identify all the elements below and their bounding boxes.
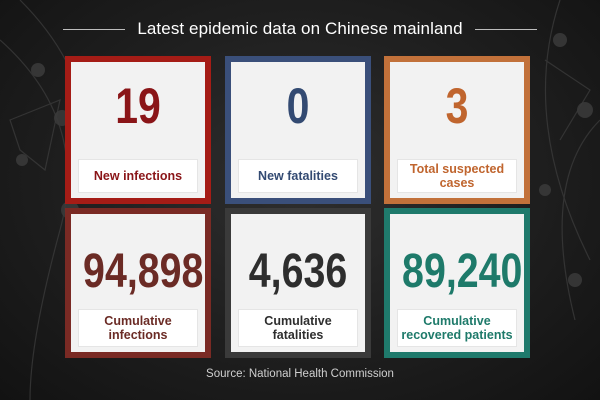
card-label: Cumulative infections bbox=[79, 310, 197, 346]
card-value: 3 bbox=[445, 78, 469, 134]
card-value: 89,240 bbox=[402, 245, 523, 298]
card-value: 4,636 bbox=[248, 245, 348, 298]
card-label: Total suspected cases bbox=[398, 160, 516, 192]
card-label: Cumulative fatalities bbox=[239, 310, 357, 346]
card-label: New infections bbox=[79, 160, 197, 192]
page-title: Latest epidemic data on Chinese mainland bbox=[137, 19, 463, 38]
card-label: Cumulative recovered patients bbox=[398, 310, 516, 346]
card-new-fatalities: 0 New fatalities bbox=[225, 56, 371, 204]
header-rule-left bbox=[63, 28, 126, 30]
card-cumulative-fatalities: 4,636 Cumulative fatalities bbox=[225, 208, 371, 358]
card-total-suspected-cases: 3 Total suspected cases bbox=[384, 56, 530, 204]
header-rule-right bbox=[474, 28, 537, 30]
card-label: New fatalities bbox=[239, 160, 357, 192]
card-value: 94,898 bbox=[83, 245, 204, 298]
card-new-infections: 19 New infections bbox=[65, 56, 211, 204]
card-value: 19 bbox=[115, 78, 161, 134]
source-note: Source: National Health Commission bbox=[206, 368, 394, 380]
header: Latest epidemic data on Chinese mainland bbox=[0, 14, 600, 44]
card-cumulative-infections: 94,898 Cumulative infections bbox=[65, 208, 211, 358]
card-cumulative-recovered-patients: 89,240 Cumulative recovered patients bbox=[384, 208, 530, 358]
card-value: 0 bbox=[286, 78, 310, 134]
